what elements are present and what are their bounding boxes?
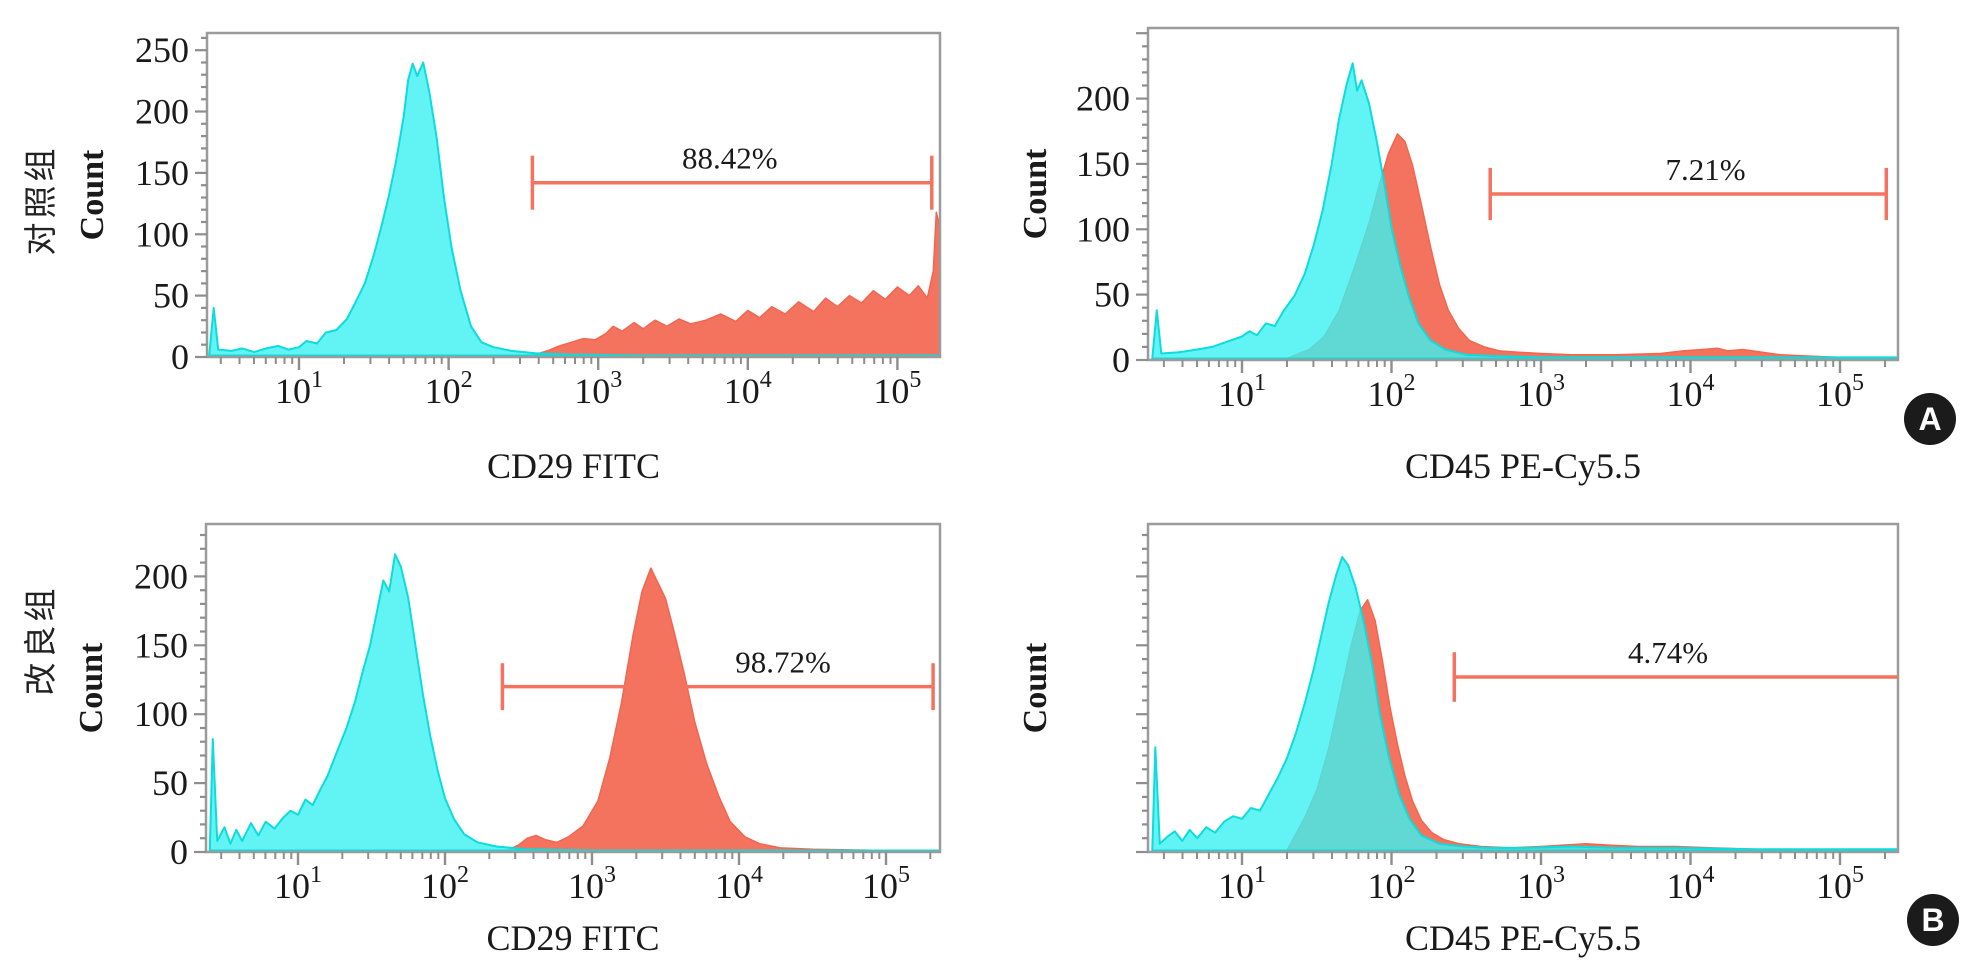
y-axis-title: Count bbox=[1017, 642, 1054, 733]
series-negative-control bbox=[1151, 62, 1899, 360]
x-tick-label: 104 bbox=[715, 862, 763, 906]
plot-border bbox=[204, 522, 942, 854]
x-tick-label: 102 bbox=[421, 862, 469, 906]
y-tick-label: 200 bbox=[1076, 79, 1130, 119]
panel-badge-a-label: A bbox=[1918, 400, 1942, 437]
x-axis-ticks: 101 102 103 104 105 bbox=[220, 852, 932, 906]
y-tick-label: 50 bbox=[1094, 275, 1130, 315]
y-axis-ticks: 0 50 100 150 200 250 bbox=[135, 30, 207, 377]
panel-control-cd45: 0 50 100 150 200 101 102 103 104 105 CD45 PE-Cy5.5… bbox=[1017, 26, 1900, 486]
gate-bracket: 88.42% bbox=[530, 141, 934, 210]
x-tick-label: 105 bbox=[862, 862, 910, 906]
x-tick-label: 101 bbox=[1218, 862, 1266, 906]
y-tick-label: 0 bbox=[170, 832, 188, 872]
y-tick-label: 50 bbox=[152, 763, 188, 803]
x-tick-label: 101 bbox=[275, 367, 323, 411]
panel-control-cd29: 0 50 100 150 200 250 101 102 103 104 105 CD29 FITC C… bbox=[74, 30, 942, 486]
gate-bracket: 4.74% bbox=[1452, 635, 1898, 702]
panel-badge-a: A bbox=[1904, 393, 1956, 445]
plot-border bbox=[1146, 26, 1900, 362]
x-tick-label: 103 bbox=[1517, 862, 1565, 906]
y-tick-label: 150 bbox=[135, 153, 189, 193]
plot-border bbox=[205, 31, 942, 359]
y-tick-label: 200 bbox=[135, 92, 189, 132]
x-axis-title: CD29 FITC bbox=[487, 446, 660, 486]
panel-badge-b: B bbox=[1907, 894, 1959, 946]
x-tick-label: 102 bbox=[1368, 370, 1416, 414]
y-tick-label: 250 bbox=[135, 30, 189, 70]
y-tick-label: 0 bbox=[1112, 340, 1130, 380]
y-tick-label: 0 bbox=[171, 337, 189, 377]
row-label-improved-group: 改良组 bbox=[24, 584, 60, 696]
y-tick-label: 100 bbox=[1076, 209, 1130, 249]
y-tick-label: 150 bbox=[1076, 144, 1130, 184]
plot-border bbox=[1146, 522, 1900, 854]
x-tick-label: 105 bbox=[873, 367, 921, 411]
gate-bracket: 7.21% bbox=[1488, 152, 1889, 221]
x-tick-label: 105 bbox=[1816, 370, 1864, 414]
series-negative-control bbox=[208, 61, 941, 357]
panel-improved-cd45: 101 102 103 104 105 CD45 PE-Cy5.5 Count 4.74% bbox=[1017, 522, 1900, 958]
y-tick-label: 50 bbox=[153, 276, 189, 316]
x-tick-label: 104 bbox=[1667, 862, 1715, 906]
gate-percentage-label: 88.42% bbox=[682, 141, 778, 176]
x-axis-ticks: 101 102 103 104 105 bbox=[1162, 852, 1886, 906]
x-tick-label: 103 bbox=[574, 367, 622, 411]
gate-bracket: 98.72% bbox=[500, 645, 935, 711]
x-tick-label: 102 bbox=[425, 367, 473, 411]
x-tick-label: 104 bbox=[1667, 370, 1715, 414]
x-axis-ticks: 101 102 103 104 105 bbox=[219, 357, 921, 411]
x-tick-label: 105 bbox=[1816, 862, 1864, 906]
y-tick-label: 200 bbox=[134, 556, 188, 596]
gate-percentage-label: 4.74% bbox=[1628, 635, 1708, 670]
gate-percentage-label: 98.72% bbox=[735, 645, 831, 680]
gate-percentage-label: 7.21% bbox=[1665, 152, 1745, 187]
y-tick-label: 150 bbox=[134, 625, 188, 665]
x-tick-label: 102 bbox=[1368, 862, 1416, 906]
y-axis-title: Count bbox=[1017, 148, 1054, 239]
x-axis-title: CD45 PE-Cy5.5 bbox=[1405, 918, 1641, 958]
y-axis-title: Count bbox=[74, 149, 111, 240]
series-cd29-positive bbox=[506, 567, 941, 852]
x-tick-label: 103 bbox=[568, 862, 616, 906]
x-axis-ticks: 101 102 103 104 105 bbox=[1162, 360, 1886, 414]
x-tick-label: 104 bbox=[724, 367, 772, 411]
y-axis-ticks: 0 50 100 150 200 bbox=[1076, 32, 1148, 380]
x-axis-title: CD29 FITC bbox=[486, 918, 659, 958]
y-tick-label: 100 bbox=[134, 694, 188, 734]
panel-improved-cd29: 0 50 100 150 200 101 102 103 104 105 CD29 FITC Coun… bbox=[73, 522, 942, 958]
y-tick-label: 100 bbox=[135, 214, 189, 254]
y-axis-title: Count bbox=[73, 642, 110, 733]
series-cd29-positive bbox=[522, 211, 941, 357]
x-tick-label: 101 bbox=[274, 862, 322, 906]
y-axis-ticks bbox=[1136, 533, 1148, 854]
x-tick-label: 101 bbox=[1218, 370, 1266, 414]
x-axis-title: CD45 PE-Cy5.5 bbox=[1405, 446, 1641, 486]
x-tick-label: 103 bbox=[1517, 370, 1565, 414]
row-label-control-group: 对照组 bbox=[24, 144, 60, 256]
panel-badge-b-label: B bbox=[1921, 901, 1945, 938]
series-negative-control bbox=[1151, 556, 1899, 852]
y-axis-ticks: 0 50 100 150 200 bbox=[134, 533, 206, 872]
series-negative-control bbox=[208, 553, 941, 852]
